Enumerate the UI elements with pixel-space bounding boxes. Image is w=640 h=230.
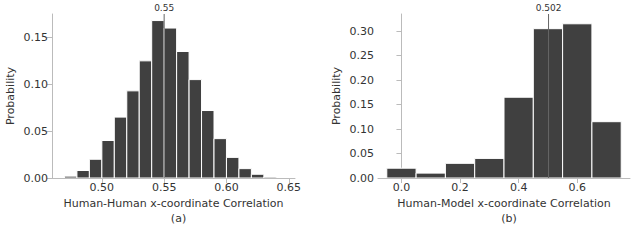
svg-text:0.10: 0.10 <box>24 78 49 91</box>
svg-text:0.30: 0.30 <box>350 25 375 38</box>
svg-text:Human-Model x-coordinate Corre: Human-Model x-coordinate Correlation <box>397 197 610 210</box>
svg-text:0.00: 0.00 <box>350 172 375 185</box>
svg-text:0.6: 0.6 <box>569 181 587 194</box>
svg-text:0.55: 0.55 <box>154 3 174 13</box>
svg-text:0.10: 0.10 <box>350 123 375 136</box>
svg-text:0.60: 0.60 <box>214 181 239 194</box>
svg-text:0.65: 0.65 <box>277 181 302 194</box>
svg-text:0.25: 0.25 <box>350 49 375 62</box>
svg-text:0.00: 0.00 <box>24 172 49 185</box>
svg-text:0.15: 0.15 <box>24 31 49 44</box>
svg-text:0.05: 0.05 <box>350 147 375 160</box>
svg-text:Probability: Probability <box>4 66 17 125</box>
svg-text:0.502: 0.502 <box>536 3 562 13</box>
svg-text:0.4: 0.4 <box>510 181 528 194</box>
svg-text:0.20: 0.20 <box>350 74 375 87</box>
svg-text:(a): (a) <box>171 212 186 225</box>
svg-text:0.15: 0.15 <box>350 98 375 111</box>
svg-text:0.50: 0.50 <box>90 181 115 194</box>
svg-text:Probability: Probability <box>330 66 343 125</box>
svg-text:0.0: 0.0 <box>393 181 411 194</box>
svg-text:0.2: 0.2 <box>451 181 469 194</box>
svg-text:(b): (b) <box>501 212 517 225</box>
svg-text:0.55: 0.55 <box>152 181 177 194</box>
svg-text:Human-Human x-coordinate Corre: Human-Human x-coordinate Correlation <box>63 197 283 210</box>
svg-text:0.05: 0.05 <box>24 125 49 138</box>
